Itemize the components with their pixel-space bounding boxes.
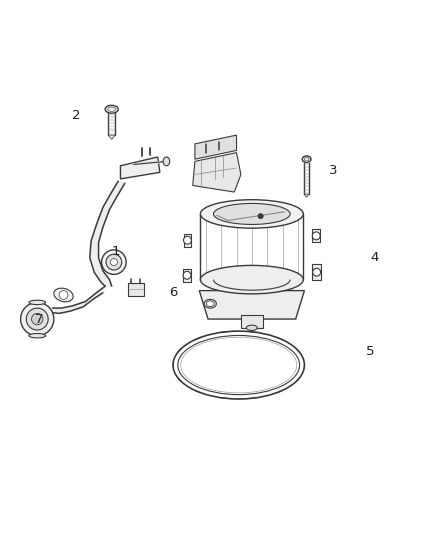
Ellipse shape: [302, 156, 311, 163]
Text: 6: 6: [169, 286, 177, 300]
Text: 3: 3: [328, 164, 337, 176]
Text: 7: 7: [35, 312, 44, 326]
Ellipse shape: [200, 265, 303, 294]
Circle shape: [110, 259, 117, 265]
FancyBboxPatch shape: [241, 314, 263, 328]
Polygon shape: [50, 286, 105, 313]
Polygon shape: [199, 290, 304, 319]
Ellipse shape: [213, 204, 290, 224]
Circle shape: [312, 232, 320, 240]
Polygon shape: [312, 264, 321, 280]
Text: 2: 2: [72, 109, 81, 122]
Ellipse shape: [54, 288, 73, 302]
Polygon shape: [312, 229, 320, 243]
Polygon shape: [108, 135, 115, 140]
Circle shape: [313, 268, 321, 276]
Ellipse shape: [206, 301, 214, 306]
Ellipse shape: [29, 300, 46, 304]
Circle shape: [102, 250, 126, 274]
Polygon shape: [304, 194, 309, 197]
Polygon shape: [128, 283, 144, 296]
Polygon shape: [120, 157, 160, 179]
Circle shape: [26, 308, 48, 330]
Text: 1: 1: [112, 245, 120, 257]
Polygon shape: [193, 152, 241, 192]
Circle shape: [184, 236, 191, 244]
Ellipse shape: [163, 157, 170, 166]
Polygon shape: [90, 181, 125, 286]
Circle shape: [59, 290, 68, 300]
Text: 5: 5: [366, 345, 374, 358]
Ellipse shape: [200, 200, 303, 228]
Circle shape: [183, 271, 191, 279]
Ellipse shape: [29, 334, 46, 338]
Circle shape: [106, 254, 122, 270]
Circle shape: [21, 302, 54, 336]
Ellipse shape: [204, 300, 216, 308]
Polygon shape: [184, 233, 191, 247]
Text: 4: 4: [370, 251, 379, 264]
Ellipse shape: [246, 325, 257, 330]
Polygon shape: [183, 269, 191, 282]
Ellipse shape: [105, 106, 118, 113]
Polygon shape: [195, 135, 237, 159]
Circle shape: [258, 214, 263, 219]
Circle shape: [32, 313, 43, 325]
